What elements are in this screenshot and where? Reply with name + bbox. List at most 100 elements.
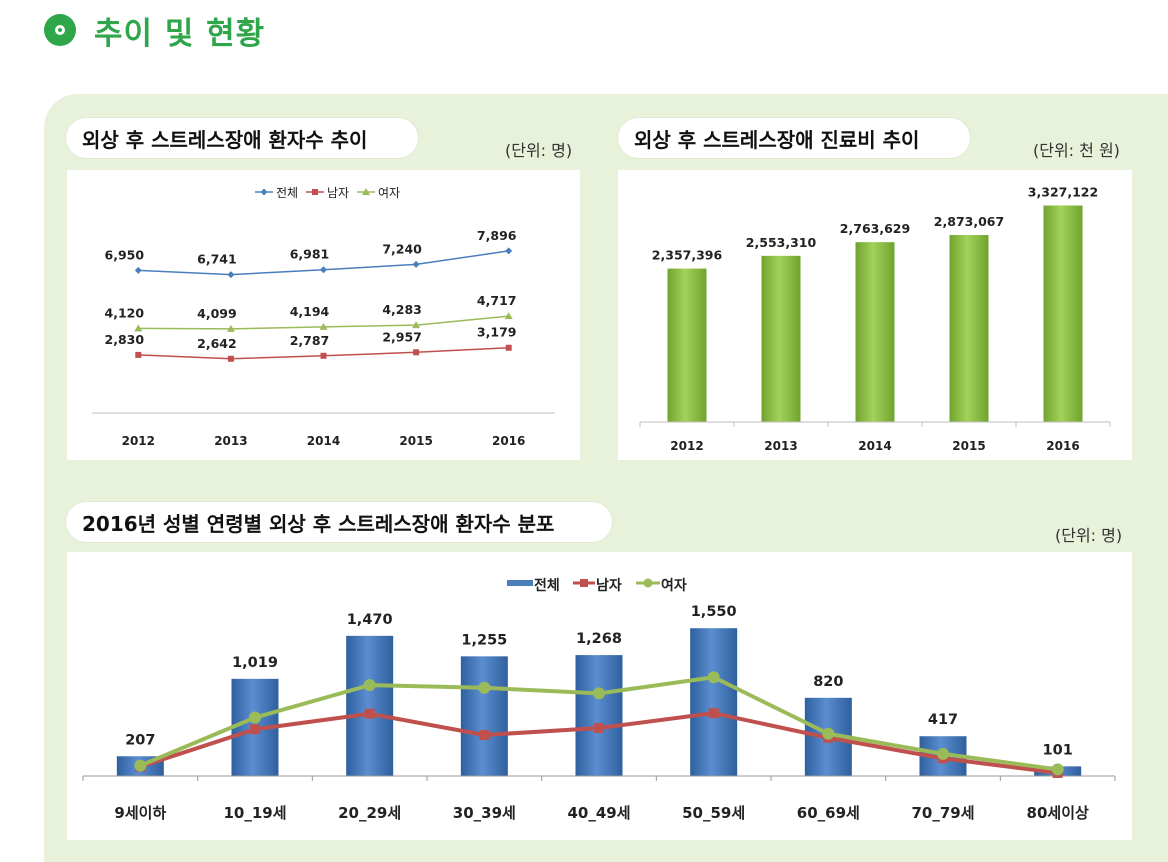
legend-marker-0 <box>260 188 268 196</box>
x-tick-label: 2013 <box>764 439 797 453</box>
x-tick-label: 2012 <box>670 439 703 453</box>
cost-bar <box>855 242 895 422</box>
bar-value-label: 3,327,122 <box>1028 184 1098 199</box>
bar-value-label: 2,873,067 <box>934 214 1004 229</box>
data-point <box>320 266 327 274</box>
cost-bar <box>667 268 707 422</box>
cost-trend-unit: (단위: 천 원) <box>1033 141 1120 160</box>
cost-bar <box>761 255 801 422</box>
data-label: 4,120 <box>105 305 145 320</box>
men-point <box>594 723 604 734</box>
data-point <box>504 312 513 320</box>
data-label: 4,194 <box>290 304 330 319</box>
data-label: 4,717 <box>477 293 517 308</box>
cost-bar <box>949 235 989 422</box>
patients-trend-svg: 전체 남자 여자 2012 2013 2014 2015 2016 6,950 6,741 6,98… <box>92 186 555 448</box>
circle-bullet-icon <box>44 14 76 46</box>
page-title: 추이 및 현황 <box>44 6 265 54</box>
data-point <box>134 324 143 332</box>
x-tick-label: 40_49세 <box>567 804 630 822</box>
men-point <box>250 724 260 735</box>
legend-label-total: 전체 <box>534 577 560 594</box>
data-label: 6,981 <box>290 247 330 262</box>
x-tick-label: 2014 <box>858 439 891 453</box>
x-tick-label: 50_59세 <box>682 804 745 822</box>
data-label: 4,099 <box>197 306 237 321</box>
data-label: 2,830 <box>105 332 145 347</box>
women-point <box>134 759 147 772</box>
women-point <box>822 727 835 740</box>
legend-marker-women <box>643 578 653 588</box>
x-tick-label: 70_79세 <box>911 804 974 822</box>
bar-value-label: 820 <box>813 674 843 690</box>
x-tick-label: 80세이상 <box>1027 804 1089 822</box>
legend-label-1: 남자 <box>327 186 349 200</box>
women-point <box>478 681 491 694</box>
data-point <box>413 349 420 356</box>
data-label: 7,896 <box>477 228 517 243</box>
bar-value-label: 1,019 <box>232 655 278 671</box>
bar-value-label: 2,763,629 <box>840 221 910 236</box>
men-point <box>479 730 490 740</box>
cost-trend-chart: 2,357,396 2012 2,553,310 2013 2,763,629 2014 2… <box>618 170 1132 460</box>
data-point <box>320 352 327 359</box>
data-point <box>505 344 512 351</box>
x-tick-label: 2013 <box>214 434 247 448</box>
age-dist-chart: 전체 남자 여자 207 9세이하 1,019 10_19세 1,470 20_29세 1,255… <box>67 552 1132 840</box>
data-point <box>227 271 235 279</box>
data-point <box>319 322 328 330</box>
bar-value-label: 1,470 <box>347 612 393 628</box>
total-bar <box>575 655 623 776</box>
data-label: 3,179 <box>477 325 517 340</box>
data-point <box>412 260 420 268</box>
bar-value-label: 207 <box>125 732 155 748</box>
page-title-text: 추이 및 현황 <box>94 15 266 52</box>
data-point <box>134 266 142 274</box>
x-tick-label: 10_19세 <box>223 804 286 822</box>
data-label: 4,283 <box>382 302 422 317</box>
patients-trend-title: 외상 후 스트레스장애 환자수 추이 <box>66 118 418 158</box>
cost-trend-title: 외상 후 스트레스장애 진료비 추이 <box>618 118 970 158</box>
bar-value-label: 2,553,310 <box>746 235 817 250</box>
cost-trend-svg: 2,357,396 2012 2,553,310 2013 2,763,629 2014 2… <box>639 184 1111 453</box>
men-point <box>708 708 719 719</box>
x-tick-label: 2015 <box>399 434 432 448</box>
data-point <box>135 351 142 358</box>
women-point <box>363 679 376 692</box>
data-point <box>505 247 513 255</box>
data-point <box>226 324 235 332</box>
women-point <box>707 671 720 684</box>
women-point <box>937 747 949 760</box>
x-tick-label: 2015 <box>952 439 985 453</box>
legend-marker-men <box>580 579 588 587</box>
x-tick-label: 2016 <box>1046 439 1079 453</box>
bar-value-label: 1,550 <box>691 604 737 620</box>
legend-marker-1 <box>312 189 318 195</box>
x-tick-label: 2014 <box>307 434 340 448</box>
bar-value-label: 1,268 <box>576 631 622 647</box>
women-point <box>249 711 261 724</box>
age-dist-title: 2016년 성별 연령별 외상 후 스트레스장애 환자수 분포 <box>66 502 612 542</box>
data-label: 2,787 <box>290 333 330 348</box>
age-dist-unit: (단위: 명) <box>1055 526 1123 545</box>
women-point <box>1051 763 1064 776</box>
legend-label-2: 여자 <box>378 186 400 200</box>
x-tick-label: 60_69세 <box>797 804 860 822</box>
men-point <box>364 708 375 719</box>
bar-value-label: 101 <box>1043 742 1073 758</box>
x-tick-label: 30_39세 <box>453 804 516 822</box>
bar-value-label: 1,255 <box>461 632 507 648</box>
data-label: 6,741 <box>197 252 237 267</box>
total-bar <box>690 628 738 776</box>
data-label: 7,240 <box>382 241 422 256</box>
patients-legend: 전체 남자 여자 <box>255 186 400 200</box>
total-bar <box>346 635 394 776</box>
data-point <box>412 321 421 329</box>
data-label: 6,950 <box>105 247 145 262</box>
bar-value-label: 2,357,396 <box>652 248 723 263</box>
x-tick-label: 9세이하 <box>114 804 166 822</box>
data-label: 2,957 <box>382 329 422 344</box>
x-tick-label: 2012 <box>122 434 155 448</box>
patients-trend-unit: (단위: 명) <box>505 141 573 160</box>
legend-marker-2 <box>362 188 370 195</box>
